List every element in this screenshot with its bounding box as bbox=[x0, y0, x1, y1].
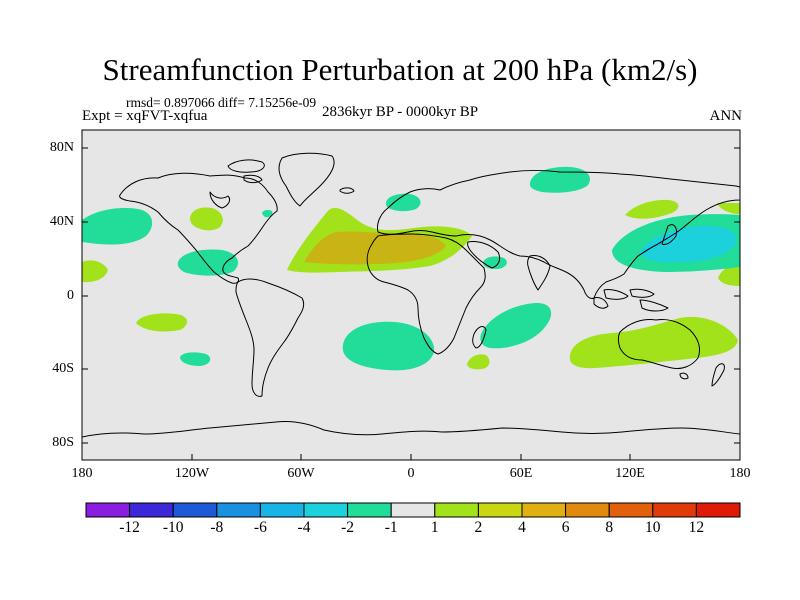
negative-anomaly-north-pacific bbox=[82, 208, 153, 245]
colorbar-swatch bbox=[477, 502, 523, 518]
positive-anomaly-east-siberia bbox=[717, 203, 740, 214]
negative-anomaly-south-atlantic bbox=[342, 321, 435, 371]
colorbar-label: 1 bbox=[430, 519, 439, 536]
colorbar-label: -8 bbox=[210, 519, 224, 536]
positive-anomaly-atlantic-core bbox=[304, 231, 446, 265]
axis-ticks bbox=[81, 147, 741, 460]
positive-anomaly-australia bbox=[569, 316, 738, 369]
lat-label-40s: 40S bbox=[52, 361, 74, 376]
colorbar-swatch bbox=[652, 502, 697, 518]
negative-anomaly-europe bbox=[386, 193, 421, 212]
colorbar-swatch bbox=[695, 502, 741, 518]
negative-anomaly-northwest-pacific-core bbox=[640, 225, 737, 263]
lon-label-60w: 60W bbox=[287, 466, 315, 481]
colorbar-swatch bbox=[85, 502, 131, 518]
colorbar-label: -12 bbox=[119, 519, 140, 536]
colorbar-swatch bbox=[216, 502, 261, 518]
colorbar-label: -1 bbox=[384, 519, 398, 536]
colorbar-swatch bbox=[390, 502, 436, 518]
colorbar-swatch bbox=[172, 502, 218, 518]
colorbar-swatch bbox=[129, 502, 174, 518]
lat-label-0: 0 bbox=[67, 288, 74, 303]
colorbar-label: 6 bbox=[561, 519, 570, 536]
positive-anomaly-east-pacific bbox=[718, 264, 740, 286]
positive-anomaly-indian-ocean bbox=[467, 354, 490, 370]
colorbar-label: 4 bbox=[518, 519, 526, 536]
positive-anomaly-north-america bbox=[190, 207, 223, 231]
positive-anomaly-north-pacific bbox=[625, 199, 679, 219]
season-label: ANN bbox=[709, 108, 743, 124]
lon-label-180w: 180 bbox=[71, 466, 93, 481]
map-background bbox=[82, 130, 740, 460]
colorbar-swatch bbox=[259, 502, 305, 518]
colorbar-label: 2 bbox=[474, 519, 483, 536]
positive-anomaly-west-pacific bbox=[82, 260, 108, 283]
experiment-label: Expt = xqFVT-xqfua bbox=[82, 108, 208, 124]
colorbar-swatch bbox=[521, 502, 567, 518]
colorbar-label: -2 bbox=[341, 519, 355, 536]
coastlines bbox=[82, 152, 740, 438]
colorbar-swatch bbox=[303, 502, 349, 518]
colorbar-swatch bbox=[565, 502, 610, 518]
lat-label-40n: 40N bbox=[49, 214, 74, 229]
lon-label-60e: 60E bbox=[509, 466, 533, 481]
colorbar-swatch bbox=[434, 502, 479, 518]
positive-anomaly-south-pacific bbox=[136, 313, 188, 332]
lon-label-180e: 180 bbox=[729, 466, 751, 481]
colorbar-swatch bbox=[347, 502, 392, 518]
colorbar-swatch bbox=[608, 502, 654, 518]
colorbar-label: 10 bbox=[645, 519, 661, 536]
map-panel bbox=[82, 130, 740, 460]
chart-title: Streamfunction Perturbation at 200 hPa (… bbox=[102, 52, 698, 87]
colorbar bbox=[85, 502, 741, 518]
colorbar-label: 8 bbox=[605, 519, 614, 536]
lon-label-0: 0 bbox=[407, 466, 415, 481]
negative-anomaly-south-indian-ocean bbox=[480, 302, 552, 349]
colorbar-label: -10 bbox=[162, 519, 184, 536]
lat-label-80n: 80N bbox=[49, 140, 74, 155]
negative-anomaly-chile bbox=[180, 352, 211, 366]
period-label: 2836kyr BP - 0000kyr BP bbox=[322, 104, 479, 120]
colorbar-label: 12 bbox=[688, 519, 705, 536]
negative-anomaly-greenland bbox=[262, 210, 273, 218]
colorbar-label: -6 bbox=[253, 519, 267, 536]
stats-line: rmsd= 0.897066 diff= 7.15256e-09 bbox=[126, 95, 317, 110]
lat-label-80s: 80S bbox=[52, 435, 74, 450]
colorbar-label: -4 bbox=[297, 519, 311, 536]
negative-anomaly-siberia bbox=[529, 166, 590, 193]
lon-label-120e: 120E bbox=[615, 466, 645, 481]
lon-label-120w: 120W bbox=[174, 466, 210, 481]
